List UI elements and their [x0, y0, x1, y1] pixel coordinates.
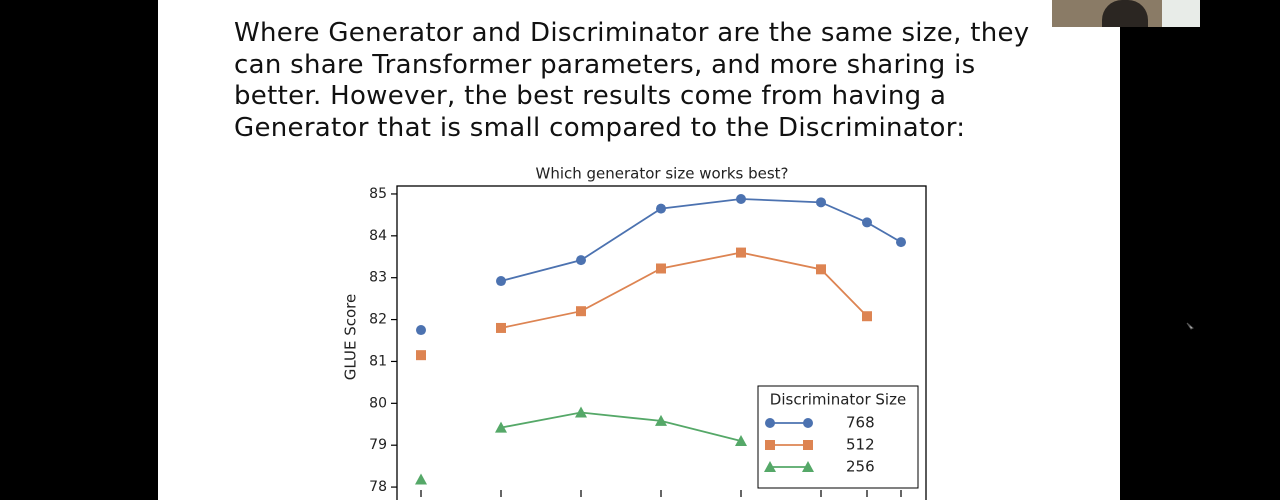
marker — [656, 263, 666, 274]
marker — [896, 237, 906, 248]
marker — [862, 311, 872, 322]
y-tick-label: 82 — [369, 312, 387, 328]
slide: Where Generator and Discriminator are th… — [158, 0, 1120, 500]
marker — [496, 322, 506, 333]
y-tick-label: 80 — [369, 395, 387, 411]
marker — [736, 247, 746, 258]
webcam-window — [1162, 0, 1200, 27]
slide-text: Generator that is small compared to the … — [234, 112, 966, 143]
slide-text: can share Transformer parameters, and mo… — [234, 49, 976, 80]
series-line — [500, 411, 742, 442]
marker — [495, 421, 507, 433]
y-tick-label: 79 — [369, 437, 387, 453]
y-tick-label: 85 — [369, 186, 387, 202]
marker — [802, 461, 814, 472]
marker — [656, 203, 666, 214]
webcam — [1052, 0, 1200, 27]
marker — [862, 217, 872, 228]
chart-title: Which generator size works best? — [535, 165, 788, 183]
marker — [765, 440, 775, 450]
marker — [764, 461, 776, 472]
marker — [496, 276, 506, 287]
y-tick-label: 78 — [369, 479, 387, 495]
marker — [816, 197, 826, 208]
y-axis-label: GLUE Score — [342, 294, 360, 380]
legend-label: 512 — [846, 436, 875, 454]
legend-box — [757, 385, 919, 489]
series-line — [500, 251, 868, 329]
slide-text: Where Generator and Discriminator are th… — [234, 18, 1030, 48]
marker — [803, 418, 813, 428]
legend-label: 768 — [846, 414, 875, 432]
marker — [415, 473, 427, 485]
marker — [803, 440, 813, 450]
marker — [735, 435, 747, 447]
marker — [576, 306, 586, 317]
marker — [765, 418, 775, 428]
legend-title: Discriminator Size — [770, 391, 906, 409]
marker — [416, 350, 426, 361]
y-tick-label: 83 — [369, 270, 387, 286]
y-tick-label: 84 — [369, 228, 387, 244]
marker — [816, 264, 826, 275]
marker — [576, 255, 586, 266]
marker — [736, 193, 746, 204]
legend-label: 256 — [846, 458, 875, 476]
series-line — [500, 198, 902, 282]
marker — [416, 325, 426, 336]
marker — [575, 406, 587, 418]
cursor — [1186, 322, 1194, 330]
y-tick-label: 81 — [369, 353, 387, 369]
marker — [655, 414, 667, 426]
plot-frame — [396, 185, 927, 500]
webcam-person — [1102, 0, 1148, 27]
slide-text: better. However, the best results come f… — [234, 81, 947, 111]
